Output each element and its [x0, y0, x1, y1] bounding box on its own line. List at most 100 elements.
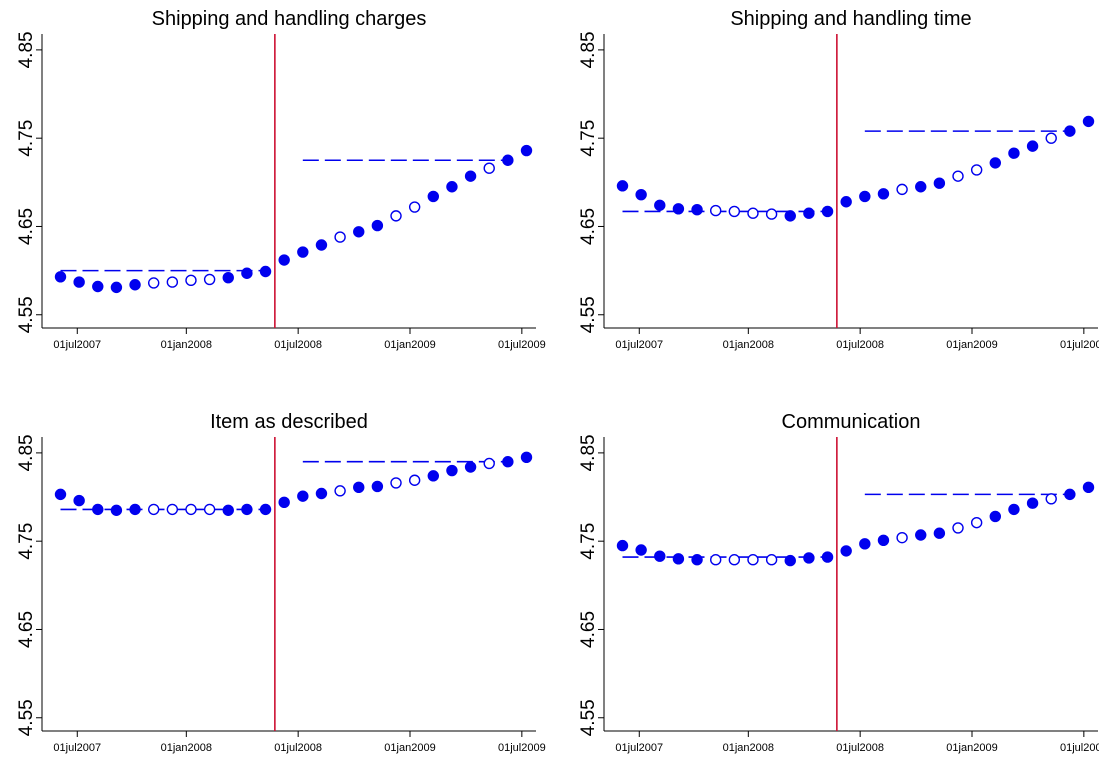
data-point-filled [520, 144, 533, 157]
data-point-filled [877, 188, 890, 200]
x-tick-label: 01jul2008 [836, 339, 884, 351]
data-point-filled [672, 553, 685, 565]
data-point-filled [821, 551, 834, 563]
x-tick-label: 01jul2008 [274, 339, 322, 351]
data-point-filled [1008, 147, 1020, 159]
x-tick-label: 01jul2009 [498, 339, 546, 351]
data-point-filled [73, 494, 85, 507]
data-point-filled [840, 545, 852, 557]
data-point-filled [129, 279, 141, 291]
data-point-hollow [185, 274, 197, 287]
data-point-filled [520, 451, 533, 464]
data-point-filled [446, 181, 458, 193]
data-point-hollow [147, 503, 160, 516]
data-point-filled [259, 265, 272, 278]
x-tick-label: 01jan2008 [723, 339, 774, 351]
data-point-filled [92, 280, 104, 293]
data-point-hollow [147, 277, 160, 289]
data-point-filled [353, 226, 365, 238]
data-point-filled [989, 510, 1001, 523]
x-tick-label: 01jan2008 [161, 339, 212, 351]
data-point-hollow [390, 477, 402, 489]
data-point-hollow [728, 554, 741, 566]
data-point-filled [278, 254, 290, 266]
data-point-filled [110, 504, 123, 516]
x-tick-label: 01jan2009 [946, 339, 997, 351]
y-tick-label: 4.65 [16, 208, 37, 245]
data-point-hollow [896, 183, 908, 196]
data-point-filled [464, 170, 477, 182]
data-point-filled [635, 544, 647, 556]
data-point-filled [784, 554, 796, 567]
x-tick-label: 01jul2009 [498, 742, 546, 754]
data-point-hollow [203, 273, 216, 286]
data-point-filled [691, 203, 703, 216]
y-tick-label: 4.75 [16, 120, 37, 157]
data-point-hollow [166, 276, 179, 288]
data-point-filled [803, 552, 815, 564]
data-point-hollow [728, 205, 741, 218]
data-point-filled [1026, 140, 1039, 152]
x-tick-label: 01jul2007 [615, 339, 663, 351]
data-point-filled [446, 464, 458, 477]
data-point-hollow [1045, 132, 1057, 144]
data-point-filled [297, 490, 309, 502]
y-tick-label: 4.65 [16, 611, 37, 648]
data-point-hollow [952, 170, 964, 182]
y-tick-label: 4.65 [578, 611, 599, 648]
data-point-filled [915, 181, 927, 193]
x-tick-label: 01jul2007 [53, 339, 101, 351]
data-point-hollow [747, 554, 759, 566]
data-point-filled [933, 177, 946, 189]
chart-panel-4: Communication 4.55 4.65 4.75 4.85 01jul2007 01… [578, 411, 1099, 754]
x-tick-label: 01jul2009 [1060, 742, 1099, 754]
data-point-filled [371, 480, 384, 493]
data-point-hollow [408, 201, 421, 213]
panel-title: Item as described [210, 411, 368, 433]
data-point-filled [502, 456, 514, 468]
data-point-filled [840, 196, 852, 208]
data-point-hollow [896, 531, 908, 544]
data-point-hollow [710, 554, 722, 566]
y-tick-label: 4.85 [16, 434, 37, 471]
y-tick-label: 4.55 [578, 296, 599, 333]
data-point-filled [129, 503, 141, 516]
x-tick-label: 01jul2008 [274, 742, 322, 754]
data-point-hollow [765, 208, 778, 220]
data-point-filled [616, 539, 629, 552]
data-point-filled [54, 271, 67, 283]
data-point-filled [73, 276, 85, 288]
y-tick-label: 4.75 [16, 523, 37, 560]
chart-panel-2: Shipping and handling time 4.55 4.65 4.75 4.… [578, 8, 1099, 351]
data-point-filled [1082, 481, 1095, 494]
data-point-filled [672, 203, 685, 215]
x-tick-label: 01jan2008 [161, 742, 212, 754]
data-point-filled [1008, 503, 1020, 516]
data-point-filled [92, 503, 104, 516]
data-point-hollow [1045, 493, 1057, 505]
data-point-hollow [483, 162, 495, 174]
data-point-filled [371, 219, 384, 232]
data-point-filled [915, 529, 927, 541]
data-point-hollow [203, 503, 216, 516]
data-point-filled [933, 527, 946, 539]
panel-title: Communication [782, 411, 921, 433]
x-tick-label: 01jul2007 [615, 742, 663, 754]
data-point-filled [110, 281, 123, 294]
data-point-filled [784, 210, 796, 222]
data-point-filled [315, 487, 328, 500]
data-point-hollow [952, 522, 964, 534]
data-point-filled [859, 190, 871, 203]
x-tick-label: 01jan2009 [946, 742, 997, 754]
data-point-filled [464, 461, 477, 473]
data-point-hollow [408, 474, 421, 486]
y-tick-label: 4.75 [578, 120, 599, 157]
data-point-filled [222, 271, 234, 284]
data-point-filled [989, 157, 1001, 169]
x-tick-label: 01jan2009 [384, 339, 435, 351]
panel-title: Shipping and handling charges [152, 8, 427, 30]
x-tick-label: 01jul2007 [53, 742, 101, 754]
data-point-hollow [970, 164, 983, 176]
data-point-filled [691, 554, 703, 566]
